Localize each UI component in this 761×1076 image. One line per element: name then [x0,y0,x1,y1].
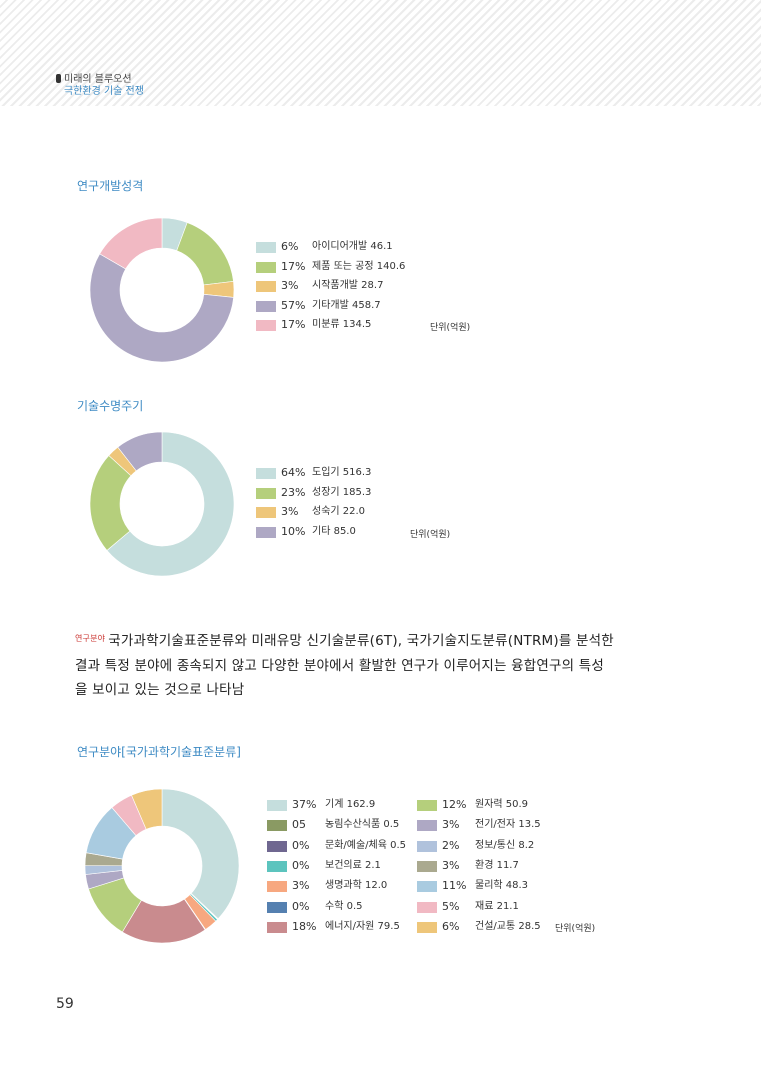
legend-swatch [267,800,287,811]
legend-swatch [256,300,276,312]
legend-percent: 12% [442,798,467,811]
paragraph-text: 국가과학기술표준분류와 미래유망 신기술분류(6T), 국가기술지도분류(NTR… [75,633,614,698]
legend-percent: 0% [292,858,310,872]
legend-swatch [417,921,437,933]
legend-swatch [267,840,287,852]
legend-label: 수학 0.5 [325,900,363,912]
legend-percent: 10% [281,524,306,538]
legend-percent: 2% [442,838,460,852]
legend-percent: 6% [442,919,460,933]
header-series: 미래의 블루오션 [56,70,132,85]
legend-label: 생명과학 12.0 [325,880,388,892]
legend-percent: 17% [281,259,306,273]
chart3-unit-label: 단위(억원) [555,924,596,934]
chart1-unit-label: 단위(억원) [430,323,471,333]
legend-label: 성숙기 22.0 [312,506,366,518]
chart2-unit-label: 단위(억원) [410,530,451,540]
chart1-slice-3 [89,253,234,363]
legend-swatch [256,507,276,519]
legend-label: 건설/교통 28.5 [475,920,541,932]
header-subtitle: 극한환경 기술 전쟁 [64,86,144,97]
legend-swatch [256,468,276,479]
legend-swatch [256,526,276,538]
bullet-icon [56,74,61,83]
legend-label: 문화/예술/체육 0.5 [325,839,407,851]
legend-swatch [256,261,276,273]
chart3-title: 연구분야[국가과학기술표준분류] [77,745,241,759]
legend-percent: 18% [292,919,317,933]
chart1-slice-1 [176,222,234,286]
legend-percent: 3% [281,505,299,519]
legend-percent: 0% [292,838,310,852]
legend-swatch [417,860,437,872]
page-number: 59 [56,996,74,1012]
legend-swatch [417,901,437,913]
header-series-text: 미래의 블루오션 [64,74,132,85]
legend-percent: 3% [442,818,460,832]
legend-swatch [256,242,276,253]
legend-swatch [256,281,276,293]
legend-label: 환경 11.7 [475,859,519,871]
legend-percent: 6% [281,240,299,253]
legend-swatch [417,840,437,852]
legend-label: 전기/전자 13.5 [475,819,541,831]
legend-label: 농림수산식품 0.5 [325,819,400,831]
paragraph-tag: 연구분야 [75,634,106,643]
chart2-slice-3 [117,431,163,472]
legend-percent: 17% [281,318,306,332]
legend-label: 물리학 48.3 [475,880,529,892]
chart3-slice-13 [131,788,163,830]
legend-percent: 57% [281,298,306,312]
legend-percent: 64% [281,466,306,479]
legend-swatch [417,820,437,832]
legend-swatch [417,881,437,893]
legend-swatch [267,921,287,933]
legend-swatch [256,487,276,499]
legend-label: 원자력 50.9 [475,799,529,810]
legend-percent: 5% [442,899,460,913]
summary-paragraph: 연구분야 국가과학기술표준분류와 미래유망 신기술분류(6T), 국가기술지도분류… [75,627,615,703]
legend-percent: 37% [292,798,317,811]
legend-label: 에너지/자원 79.5 [325,920,400,932]
legend-swatch [267,901,287,913]
legend-label: 보건의료 2.1 [325,859,381,871]
legend-label: 아이디어개발 46.1 [312,241,393,252]
legend-swatch [267,820,287,832]
legend-swatch [267,860,287,872]
legend-label: 성장기 185.3 [312,486,372,498]
legend-label: 미분류 134.5 [312,319,372,331]
header-band [0,0,761,106]
legend-label: 시작품개발 28.7 [312,280,384,292]
legend-label: 정보/통신 8.2 [475,839,535,851]
legend-percent: 3% [442,858,460,872]
chart2-title: 기술수명주기 [77,399,144,413]
legend-percent: 3% [281,279,299,293]
legend-label: 기타개발 458.7 [312,299,381,311]
legend-swatch [256,320,276,332]
legend-swatch [417,800,437,811]
legend-percent: 0% [292,899,310,913]
legend-swatch [267,881,287,893]
chart1-slice-4 [99,217,163,270]
legend-percent: 11% [442,879,467,893]
chart1-title: 연구개발성격 [77,179,144,193]
chart3-slice-0 [161,788,240,920]
legend-label: 기타 85.0 [312,525,356,537]
chart2-slice-0 [106,431,235,577]
legend-label: 도입기 516.3 [312,467,372,478]
legend-percent: 3% [292,879,310,893]
legend-percent: 05 [292,818,306,832]
legend-label: 기계 162.9 [325,799,376,810]
legend-label: 재료 21.1 [475,900,519,912]
legend-percent: 23% [281,485,306,499]
legend-label: 제품 또는 공정 140.6 [312,260,406,272]
